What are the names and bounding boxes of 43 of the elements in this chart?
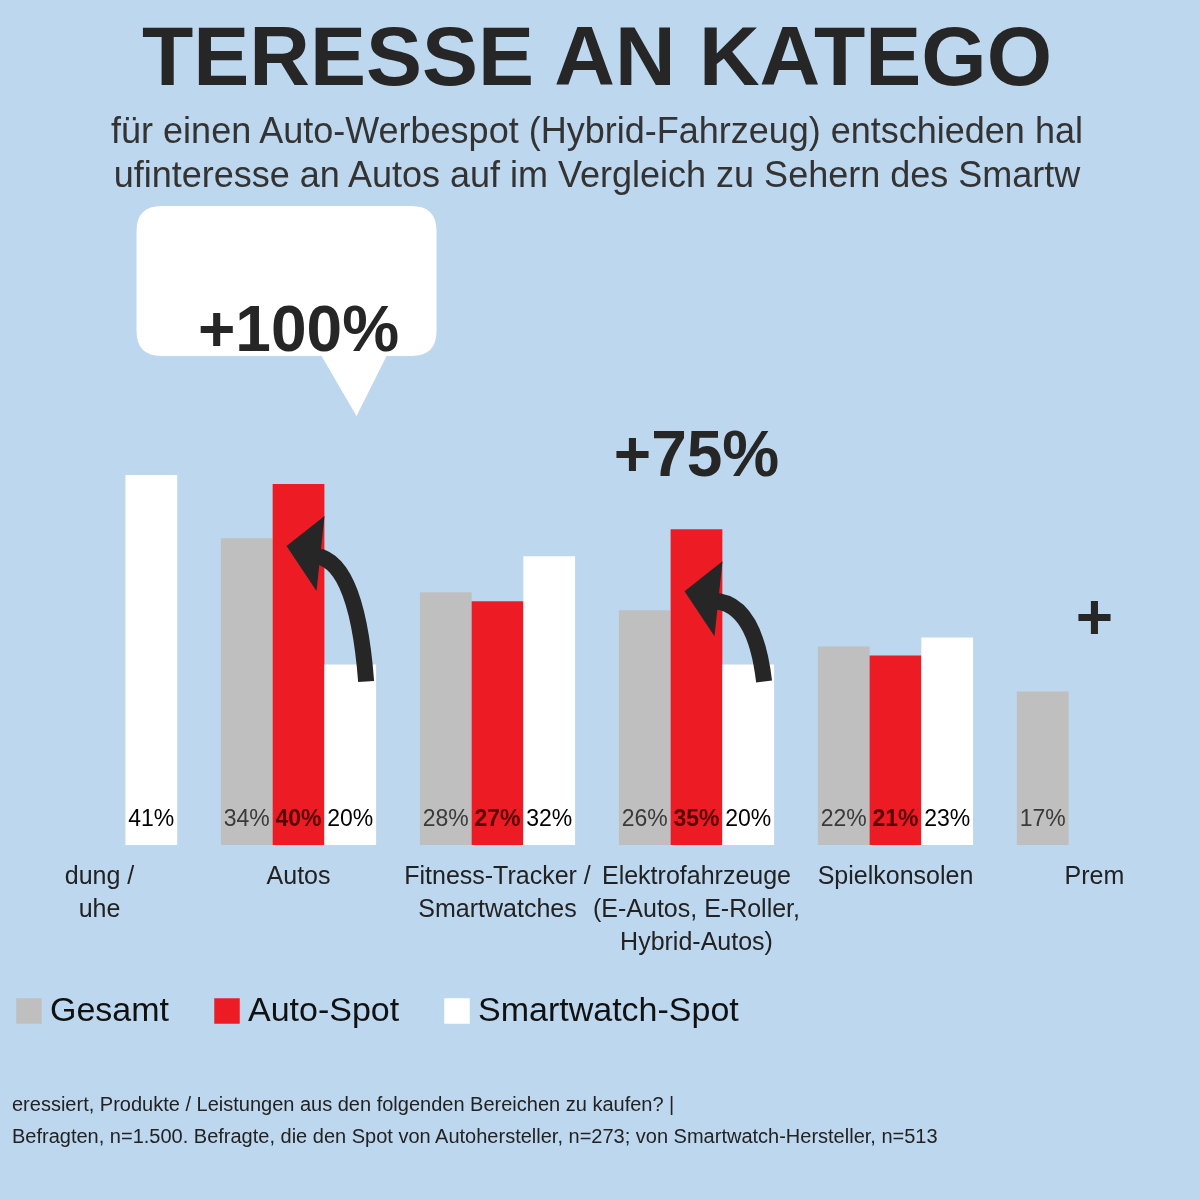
data-label: 20% [725,805,772,831]
bar [618,610,671,845]
bar [817,646,870,845]
data-label: 22% [820,805,867,831]
x-tick-label: Fitness-Tracker / Smartwatches [404,860,591,922]
bar [670,529,723,845]
legend-label: Smartwatch-Spot [478,990,740,1028]
text: für einen Auto-Werbespot (Hybrid-Fahrzeug) entschieden hal [111,110,1083,152]
data-label: 32% [526,805,573,831]
data-label: 26% [621,805,668,831]
bar [272,484,325,845]
legend-label: Auto-Spot [248,990,400,1028]
annotation: +75% [613,418,780,491]
text: ufinteresse an Autos auf im Vergleich zu Sehern des Smartw [113,154,1081,196]
annotation: + [1075,580,1114,653]
data-label: 28% [422,805,469,831]
x-tick-label: Spielkonsolen [817,860,974,889]
legend-label: Gesamt [50,990,170,1028]
bar [125,475,178,845]
bar [419,592,472,845]
bar [921,637,974,845]
x-tick-label: Autos [266,860,331,889]
x-tick-label: dung / uhe [64,860,135,922]
x-tick-label: Prem [1064,860,1125,889]
text: eressiert, Produkte / Leistungen aus den folgenden Bereichen zu kaufen? | [12,1093,675,1115]
text: +100% [198,293,400,366]
data-label: 21% [872,805,919,831]
x-tick-label: Elektrofahrzeuge (E-Autos, E-Roller, Hybrid-Autos) [592,860,800,955]
data-label: 20% [327,805,374,831]
chart-title: TERESSE AN KATEGO [141,9,1053,104]
data-label: 35% [673,805,720,831]
bar [471,601,524,845]
bar [1016,691,1069,845]
bar [869,655,922,845]
data-label: 27% [474,805,521,831]
bar [220,538,273,845]
text: Befragten, n=1.500. Befragte, die den Spot von Autohersteller, n=273; von Smartwatch-Hersteller, n=513 [12,1125,938,1147]
data-label: 34% [223,805,270,831]
data-label: 23% [924,805,971,831]
bar [523,556,576,845]
data-label: 40% [275,805,322,831]
data-label: 17% [1019,805,1066,831]
data-label: 41% [128,805,175,831]
